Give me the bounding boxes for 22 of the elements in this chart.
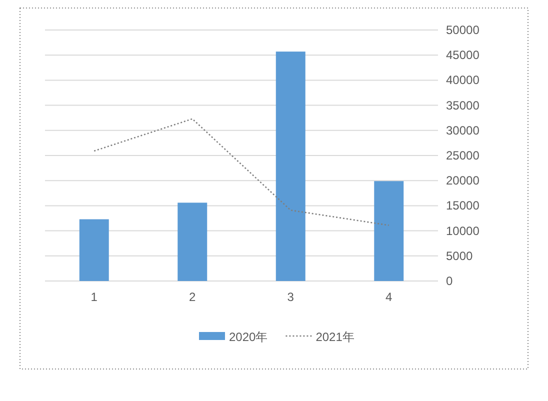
bar <box>374 181 404 281</box>
y-tick-label: 35000 <box>446 98 480 112</box>
y-tick-label: 10000 <box>446 224 480 238</box>
bar <box>79 219 109 281</box>
bar <box>178 202 208 281</box>
y-tick-label: 5000 <box>446 248 474 263</box>
bar <box>276 52 306 281</box>
legend-label: 2021年 <box>316 330 354 344</box>
y-tick-label: 25000 <box>446 148 480 162</box>
y-tick-label: 45000 <box>446 48 480 62</box>
x-tick-label: 3 <box>287 290 294 304</box>
y-tick-label: 30000 <box>446 123 480 138</box>
y-tick-label: 20000 <box>446 174 480 188</box>
y-tick-label: 0 <box>446 274 453 288</box>
legend-label: 2020年 <box>229 330 268 344</box>
y-tick-label: 15000 <box>446 198 480 213</box>
y-tick-label: 40000 <box>446 73 480 88</box>
x-tick-label: 1 <box>90 290 98 304</box>
x-tick-label: 2 <box>189 290 196 304</box>
y-tick-label: 50000 <box>446 23 480 37</box>
line-series <box>93 118 390 226</box>
x-tick-label: 4 <box>386 290 393 304</box>
